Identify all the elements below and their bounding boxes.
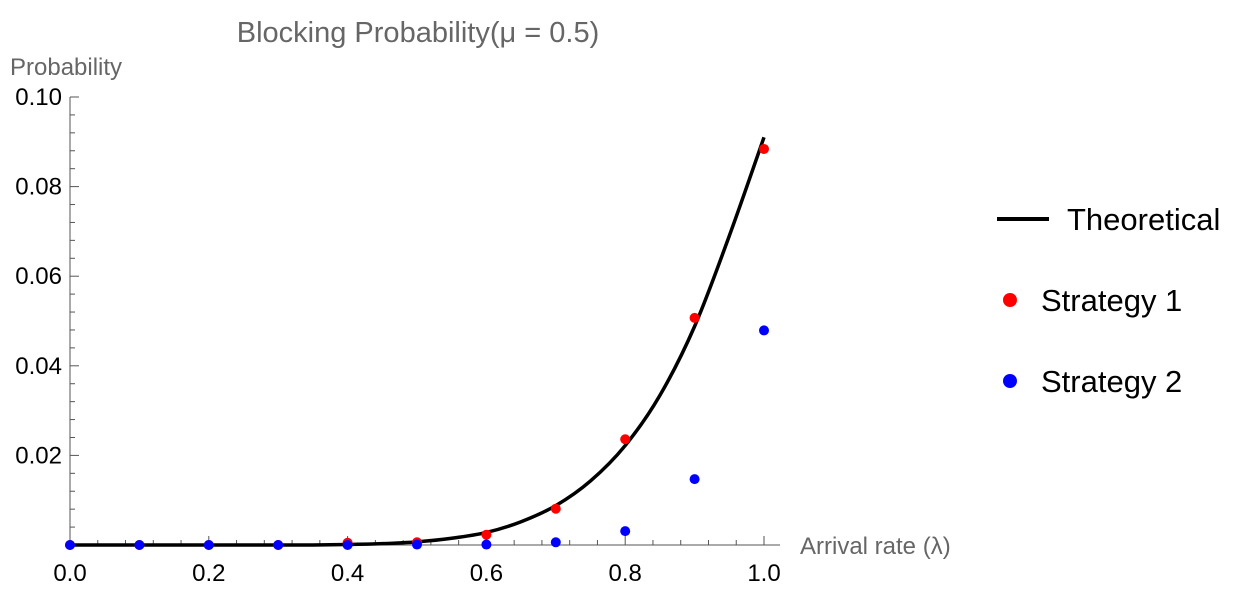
y-tick-label: 0.06 xyxy=(15,263,62,290)
x-axis-title: Arrival rate (λ) xyxy=(800,533,951,560)
data-point-strategy-2 xyxy=(550,537,561,548)
data-point-strategy-2 xyxy=(620,526,631,537)
series-line-theoretical xyxy=(69,136,766,547)
data-point-strategy-2 xyxy=(689,474,700,485)
x-tick-label: 0.2 xyxy=(192,560,225,587)
legend-label: Strategy 1 xyxy=(1041,283,1182,318)
y-tick-label: 0.04 xyxy=(15,353,62,380)
legend-swatch-dot xyxy=(1003,374,1017,388)
legend: Theoretical Strategy 1 Strategy 2 xyxy=(997,202,1220,399)
data-point-strategy-2 xyxy=(65,540,75,550)
chart-title: Blocking Probability(μ = 0.5) xyxy=(237,17,599,49)
legend-label: Strategy 2 xyxy=(1041,364,1182,399)
data-point-strategy-2 xyxy=(342,540,353,550)
data-point-strategy-1 xyxy=(481,529,492,540)
y-tick-label: 0.02 xyxy=(15,442,62,469)
x-tick-label: 0.0 xyxy=(53,560,86,587)
y-tick-label: 0.10 xyxy=(15,84,62,111)
y-tick-label: 0.08 xyxy=(15,174,62,201)
data-point-strategy-1 xyxy=(550,503,561,514)
data-point-strategy-1 xyxy=(759,143,769,154)
y-axis-title: Probability xyxy=(10,54,122,81)
x-tick-label: 0.6 xyxy=(470,560,503,587)
data-point-strategy-1 xyxy=(689,312,700,323)
legend-label: Theoretical xyxy=(1067,202,1220,237)
data-point-strategy-2 xyxy=(273,540,284,550)
data-point-strategy-2 xyxy=(481,539,492,550)
ticks-layer: 0.0 0.2 0.4 0.6 0.8 1.0 0.02 0.04 0.06 0.08 0.10 xyxy=(15,84,780,587)
plot-area xyxy=(65,136,769,550)
x-tick-label: 0.8 xyxy=(609,560,642,587)
legend-swatch-dot xyxy=(1003,293,1017,307)
data-point-strategy-2 xyxy=(759,325,769,336)
data-point-strategy-2 xyxy=(203,540,214,550)
data-point-strategy-2 xyxy=(134,540,145,550)
data-point-strategy-2 xyxy=(412,539,422,550)
x-tick-label: 0.4 xyxy=(331,560,364,587)
data-point-strategy-1 xyxy=(620,434,631,445)
x-tick-label: 1.0 xyxy=(747,560,780,587)
